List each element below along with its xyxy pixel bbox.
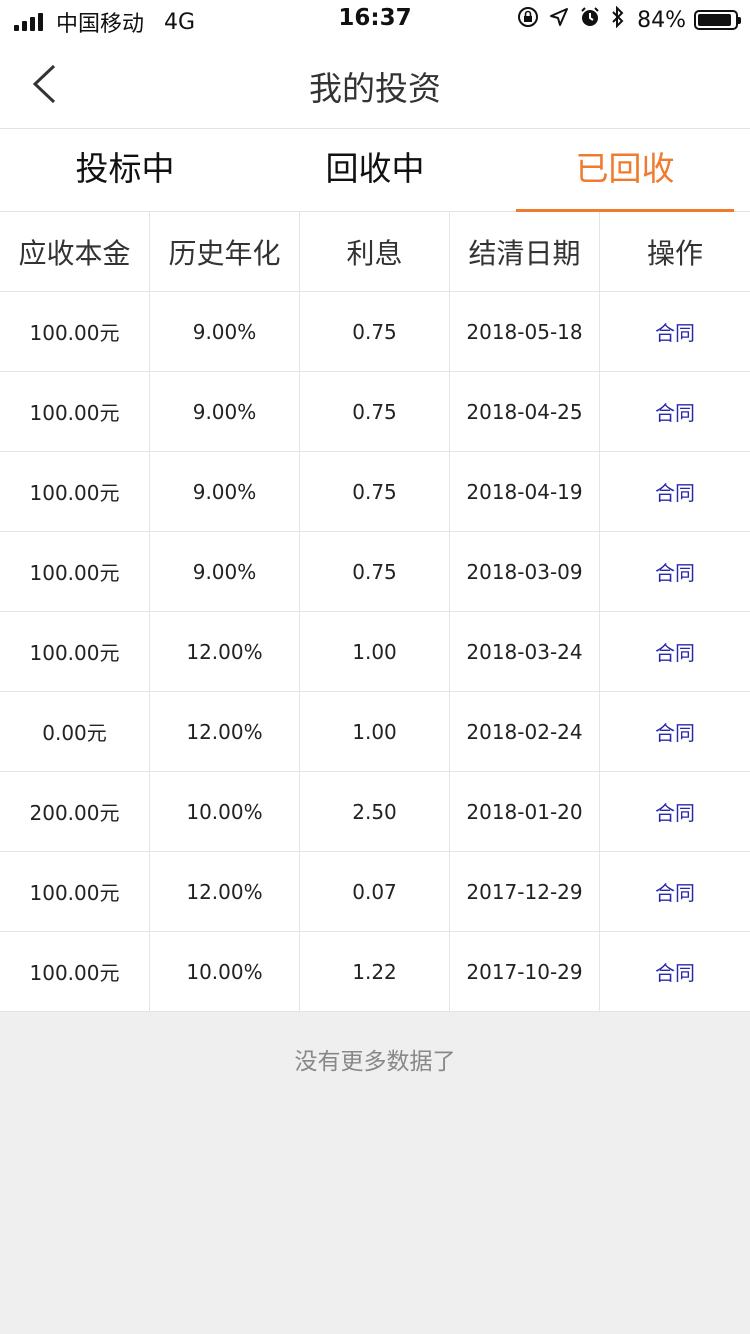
table-row: 0.00元 12.00% 1.00 2018-02-24 合同 [0, 692, 750, 772]
battery-icon [694, 10, 741, 30]
header-date: 结清日期 [450, 212, 600, 291]
cell-date: 2018-03-24 [450, 612, 600, 691]
network-label: 4G [164, 9, 196, 35]
cell-rate: 12.00% [150, 852, 300, 931]
cell-rate: 12.00% [150, 692, 300, 771]
cell-date: 2018-04-25 [450, 372, 600, 451]
header-action: 操作 [646, 236, 703, 270]
battery-percent: 84% [637, 7, 686, 33]
table-row: 100.00元 12.00% 0.07 2017-12-29 合同 [0, 852, 750, 932]
table-row: 100.00元 9.00% 0.75 2018-04-25 合同 [0, 372, 750, 452]
cell-date: 2018-02-24 [450, 692, 600, 771]
tab-recovered[interactable]: 已回收 [500, 129, 750, 212]
contract-link[interactable]: 合同 [655, 401, 695, 425]
status-left: 中国移动 4G [14, 6, 195, 38]
orientation-lock-icon [517, 6, 539, 34]
cell-date: 2017-10-29 [450, 932, 600, 1011]
table-row: 100.00元 9.00% 0.75 2018-03-09 合同 [0, 532, 750, 612]
cell-interest: 2.50 [300, 772, 450, 851]
cell-principal: 100.00元 [0, 612, 150, 691]
status-bar: 中国移动 4G 16:37 84% [0, 0, 750, 40]
cell-principal: 100.00元 [0, 932, 150, 1011]
cell-interest: 0.75 [300, 532, 450, 611]
chevron-left-icon [32, 64, 56, 104]
cell-date: 2017-12-29 [450, 852, 600, 931]
status-right: 84% [507, 5, 741, 34]
cell-interest: 0.75 [300, 452, 450, 531]
contract-link[interactable]: 合同 [655, 641, 695, 665]
contract-link[interactable]: 合同 [655, 961, 695, 985]
cell-interest: 1.00 [300, 612, 450, 691]
header-principal: 应收本金 [0, 212, 150, 291]
nav-bar: 我的投资 [0, 40, 750, 129]
alarm-icon [579, 6, 601, 34]
contract-link[interactable]: 合同 [655, 801, 695, 825]
cell-principal: 100.00元 [0, 372, 150, 451]
table-row: 100.00元 9.00% 0.75 2018-05-18 合同 [0, 292, 750, 372]
cell-principal: 100.00元 [0, 532, 150, 611]
signal-icon [14, 13, 46, 31]
cell-interest: 0.75 [300, 292, 450, 371]
table-row: 100.00元 9.00% 0.75 2018-04-19 合同 [0, 452, 750, 532]
cell-interest: 0.75 [300, 372, 450, 451]
header-rate: 历史年化 [150, 212, 300, 291]
contract-link[interactable]: 合同 [655, 881, 695, 905]
contract-link[interactable]: 合同 [655, 481, 695, 505]
cell-interest: 1.00 [300, 692, 450, 771]
cell-principal: 100.00元 [0, 852, 150, 931]
status-time: 16:37 [338, 5, 412, 31]
cell-rate: 10.00% [150, 772, 300, 851]
carrier-label: 中国移动 [56, 12, 145, 37]
contract-link[interactable]: 合同 [655, 721, 695, 745]
cell-date: 2018-01-20 [450, 772, 600, 851]
no-more-data-text: 没有更多数据了 [294, 1049, 456, 1075]
tab-recovering[interactable]: 回收中 [325, 149, 425, 188]
header-interest: 利息 [300, 212, 450, 291]
cell-principal: 100.00元 [0, 292, 150, 371]
cell-interest: 1.22 [300, 932, 450, 1011]
cell-date: 2018-04-19 [450, 452, 600, 531]
contract-link[interactable]: 合同 [655, 561, 695, 585]
cell-rate: 9.00% [150, 372, 300, 451]
cell-date: 2018-05-18 [450, 292, 600, 371]
bluetooth-icon [611, 5, 625, 34]
cell-rate: 9.00% [150, 532, 300, 611]
table-header: 应收本金 历史年化 利息 结清日期 操作 [0, 212, 750, 292]
cell-rate: 9.00% [150, 452, 300, 531]
cell-rate: 10.00% [150, 932, 300, 1011]
cell-principal: 200.00元 [0, 772, 150, 851]
cell-rate: 9.00% [150, 292, 300, 371]
table-row: 100.00元 12.00% 1.00 2018-03-24 合同 [0, 612, 750, 692]
investment-table: 应收本金 历史年化 利息 结清日期 操作 100.00元 9.00% 0.75 … [0, 212, 750, 1012]
cell-principal: 100.00元 [0, 452, 150, 531]
table-row: 100.00元 10.00% 1.22 2017-10-29 合同 [0, 932, 750, 1012]
contract-link[interactable]: 合同 [655, 321, 695, 345]
back-button[interactable] [22, 60, 66, 108]
cell-date: 2018-03-09 [450, 532, 600, 611]
location-icon [549, 7, 569, 33]
tab-bidding[interactable]: 投标中 [75, 149, 175, 188]
table-row: 200.00元 10.00% 2.50 2018-01-20 合同 [0, 772, 750, 852]
cell-interest: 0.07 [300, 852, 450, 931]
cell-principal: 0.00元 [0, 692, 150, 771]
tab-bar: 投标中 回收中 已回收 [0, 129, 750, 212]
page-title: 我的投资 [309, 69, 441, 108]
cell-rate: 12.00% [150, 612, 300, 691]
